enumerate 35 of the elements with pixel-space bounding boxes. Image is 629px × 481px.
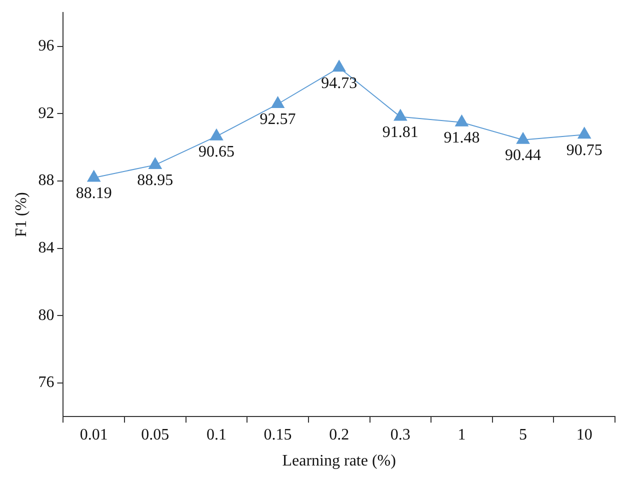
data-label: 91.48 bbox=[444, 130, 480, 147]
x-tick-label: 0.1 bbox=[206, 426, 226, 444]
point bbox=[210, 128, 224, 140]
x-axis-title: Learning rate (%) bbox=[282, 452, 396, 470]
point bbox=[394, 109, 407, 121]
data-label: 90.75 bbox=[566, 142, 602, 159]
x-tick-label: 5 bbox=[519, 426, 528, 444]
point bbox=[516, 132, 530, 144]
x-tick-label: 0.01 bbox=[80, 426, 108, 444]
data-label: 90.44 bbox=[505, 147, 542, 164]
data-label: 92.57 bbox=[260, 111, 296, 128]
y-tick-label: 88 bbox=[38, 172, 54, 190]
y-tick-label: 80 bbox=[38, 306, 54, 324]
y-tick-label: 84 bbox=[38, 239, 54, 256]
point bbox=[148, 157, 162, 169]
y-tick-label: 76 bbox=[38, 374, 54, 392]
data-label: 88.19 bbox=[76, 184, 112, 202]
data-label: 90.65 bbox=[198, 144, 234, 161]
x-tick-label: 1 bbox=[458, 426, 466, 444]
point bbox=[271, 96, 284, 108]
data-label: 94.73 bbox=[321, 74, 358, 92]
y-axis-title: F1 (%) bbox=[12, 192, 30, 238]
point bbox=[578, 127, 591, 139]
x-tick-label: 0.3 bbox=[390, 426, 410, 444]
y-tick-label: 96 bbox=[38, 37, 54, 54]
x-tick-label: 10 bbox=[576, 426, 592, 444]
data-label: 88.95 bbox=[137, 172, 174, 190]
point bbox=[332, 60, 346, 72]
x-tick-label: 0.2 bbox=[329, 426, 350, 444]
point bbox=[455, 114, 468, 126]
y-tick-label: 92 bbox=[38, 104, 54, 122]
point bbox=[87, 170, 100, 182]
x-tick-label: 0.05 bbox=[141, 426, 170, 444]
x-tick-label: 0.15 bbox=[264, 426, 292, 444]
data-label: 91.81 bbox=[382, 124, 418, 141]
